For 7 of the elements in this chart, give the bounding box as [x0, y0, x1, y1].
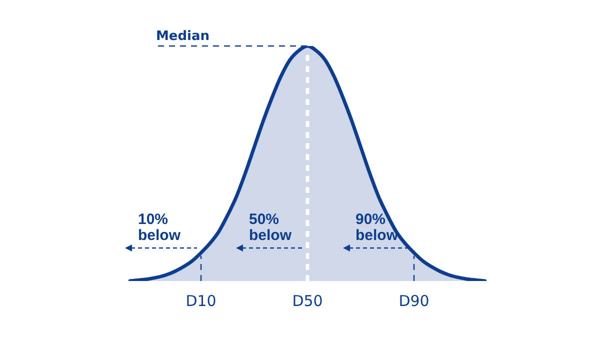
annotation: 90% below: [356, 211, 398, 244]
x-tick-label: D50: [292, 292, 323, 310]
annotation: 10% below: [138, 211, 181, 244]
ref-line-label: Median: [156, 28, 210, 44]
x-tick-label: D10: [186, 292, 216, 310]
x-tick-label: D90: [398, 292, 430, 310]
annotation: 50% below: [249, 211, 292, 244]
